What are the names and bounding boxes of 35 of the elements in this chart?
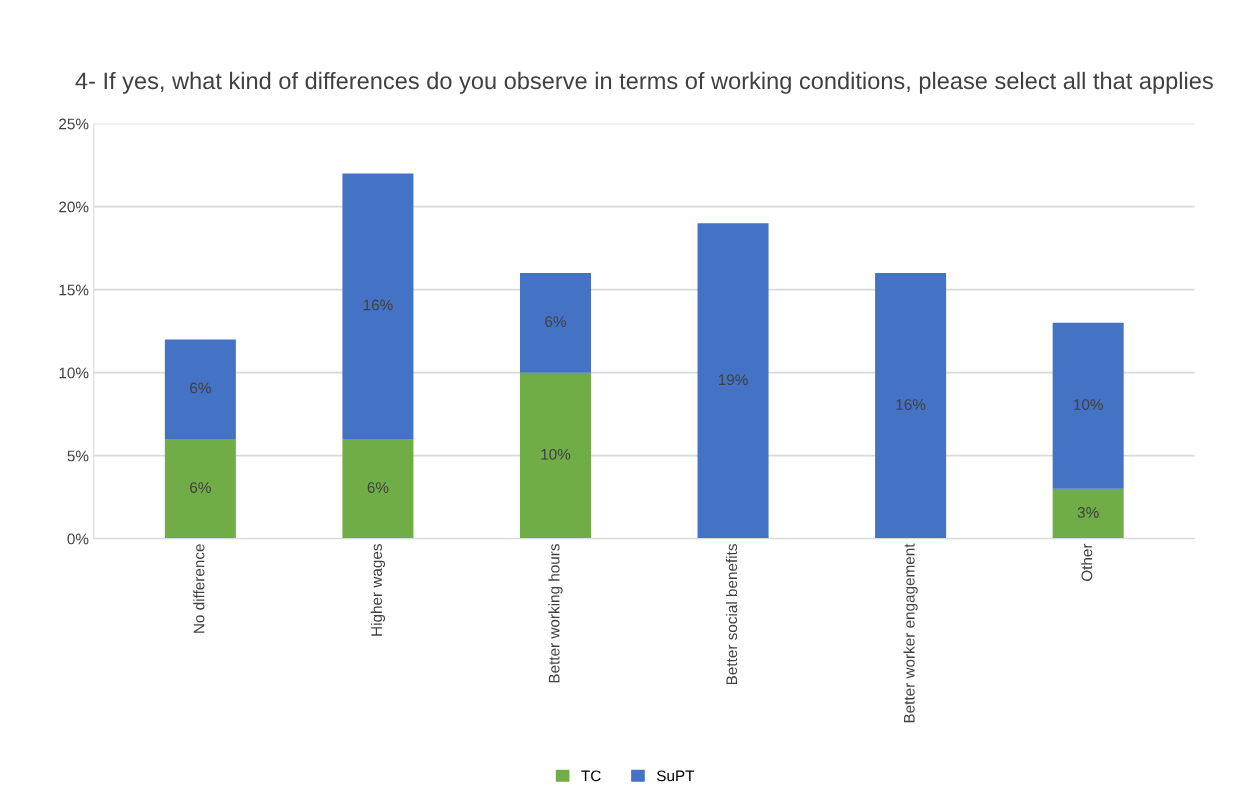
bar bbox=[519, 273, 591, 373]
data-label: 6% bbox=[190, 482, 211, 493]
data-label: 10% bbox=[1074, 399, 1103, 410]
legend-label: TC bbox=[581, 770, 601, 782]
data-label: 6% bbox=[190, 382, 211, 394]
x-tick-label: Other bbox=[1081, 543, 1093, 581]
y-tick-label: 5% bbox=[67, 450, 89, 462]
bar bbox=[1052, 322, 1124, 489]
bar bbox=[164, 439, 236, 539]
bar bbox=[519, 372, 591, 539]
x-tick-label: Higher wages bbox=[370, 544, 386, 636]
bar bbox=[342, 173, 414, 440]
y-tick-label: 10% bbox=[59, 367, 89, 379]
chart-title: 4- If yes, what kind of differences do you observe in terms of working conditions, please select all that applies bbox=[75, 71, 1213, 94]
y-tick-label: 0% bbox=[67, 533, 89, 545]
x-tick-label: Better worker engagement bbox=[903, 543, 918, 723]
data-label: 10% bbox=[541, 448, 571, 460]
bar bbox=[875, 273, 947, 539]
legend-label: SuPT bbox=[656, 770, 695, 782]
data-label: 3% bbox=[1077, 507, 1099, 518]
data-label: 6% bbox=[545, 316, 566, 327]
y-tick-label: 20% bbox=[59, 201, 89, 213]
bar bbox=[342, 439, 414, 539]
y-tick-label: 25% bbox=[59, 118, 89, 130]
x-tick-label: Better social benefits bbox=[725, 544, 738, 685]
bar bbox=[1052, 488, 1124, 539]
data-label: 16% bbox=[896, 399, 926, 410]
x-tick-label: No difference bbox=[193, 544, 205, 633]
y-tick-label: 15% bbox=[59, 284, 89, 296]
x-tick-label: Better working hours bbox=[548, 544, 563, 683]
data-label: 16% bbox=[363, 299, 393, 311]
data-label: 6% bbox=[367, 482, 389, 493]
bar bbox=[164, 339, 236, 440]
data-label: 19% bbox=[718, 374, 748, 386]
bar bbox=[697, 223, 769, 539]
